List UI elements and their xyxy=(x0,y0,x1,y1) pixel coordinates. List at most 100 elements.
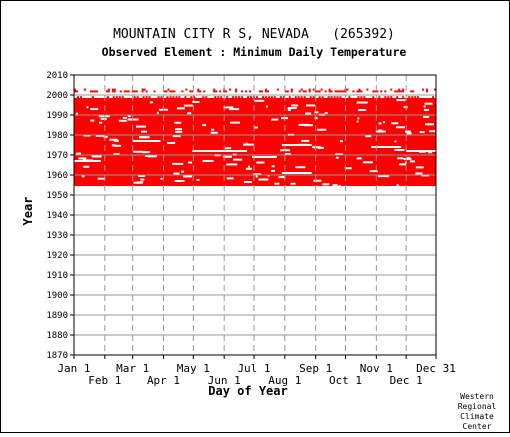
missing-data-line xyxy=(252,156,277,158)
missing-data-gap xyxy=(210,131,218,134)
data-point xyxy=(398,90,401,93)
data-point xyxy=(264,88,267,91)
data-point xyxy=(303,96,306,99)
data-point xyxy=(290,90,293,93)
y-tick-label: 1970 xyxy=(46,151,68,161)
data-point xyxy=(374,90,377,93)
data-point xyxy=(145,90,148,93)
missing-data-gap xyxy=(160,177,163,180)
missing-data-gap xyxy=(267,174,270,177)
data-block xyxy=(74,98,436,186)
missing-data-gap xyxy=(196,178,200,181)
data-point xyxy=(219,90,222,93)
missing-data-gap xyxy=(114,144,122,147)
missing-data-gap xyxy=(403,158,412,161)
data-point xyxy=(203,90,206,93)
missing-data-gap xyxy=(167,141,176,144)
missing-data-gap xyxy=(258,178,269,181)
missing-data-gap xyxy=(314,111,319,114)
missing-data-gap xyxy=(391,122,399,125)
data-point xyxy=(175,96,178,99)
missing-data-gap xyxy=(298,123,310,126)
missing-data-line xyxy=(281,144,312,146)
data-point xyxy=(163,90,166,93)
data-point xyxy=(165,90,168,93)
data-point xyxy=(308,90,311,93)
data-point xyxy=(250,96,253,99)
data-point xyxy=(312,96,315,99)
missing-data-gap xyxy=(378,122,382,125)
data-point xyxy=(402,88,405,91)
data-point xyxy=(74,90,76,93)
x-tick-label: Apr 1 xyxy=(147,374,180,387)
missing-data-gap xyxy=(99,121,103,124)
x-tick-label: Jun 1 xyxy=(208,374,241,387)
y-tick-label: 1940 xyxy=(46,211,68,221)
data-point xyxy=(241,96,244,99)
data-point xyxy=(309,96,312,99)
missing-data-gap xyxy=(271,165,275,168)
data-point xyxy=(141,88,144,91)
data-point xyxy=(411,96,414,99)
missing-data-gap xyxy=(156,111,159,114)
data-point xyxy=(390,96,393,99)
missing-data-gap xyxy=(226,177,234,180)
data-point xyxy=(107,88,110,91)
missing-data-gap xyxy=(271,169,276,172)
missing-data-gap xyxy=(429,130,436,133)
data-point xyxy=(261,96,264,99)
data-point xyxy=(346,88,349,91)
missing-data-gap xyxy=(90,119,95,122)
missing-data-gap xyxy=(291,104,299,107)
x-tick-label: Sep 1 xyxy=(299,362,332,375)
data-point xyxy=(372,90,375,93)
x-tick-label: Feb 1 xyxy=(88,374,121,387)
missing-data-gap xyxy=(175,128,183,131)
data-point xyxy=(408,96,411,99)
data-point xyxy=(249,90,252,93)
data-point xyxy=(432,96,435,99)
data-point xyxy=(157,96,160,99)
data-point xyxy=(290,88,293,91)
missing-data-gap xyxy=(418,150,426,153)
data-point xyxy=(131,90,134,93)
missing-data-gap xyxy=(419,131,425,134)
x-tick-label: Mar 1 xyxy=(116,362,149,375)
missing-data-gap xyxy=(127,115,131,118)
data-point xyxy=(220,96,223,99)
data-point xyxy=(171,90,174,93)
data-point xyxy=(105,90,108,93)
data-point xyxy=(205,96,208,99)
data-point xyxy=(288,96,291,99)
missing-data-gap xyxy=(76,152,82,155)
missing-data-gap xyxy=(82,159,93,162)
missing-data-gap xyxy=(383,121,386,124)
data-point xyxy=(106,96,109,99)
data-point xyxy=(378,96,381,99)
missing-data-gap xyxy=(229,121,240,124)
data-point xyxy=(387,96,390,99)
data-point xyxy=(300,96,303,99)
missing-data-gap xyxy=(335,156,339,159)
missing-data-gap xyxy=(91,155,102,158)
data-point xyxy=(153,90,156,93)
data-point xyxy=(412,90,415,93)
missing-data-gap xyxy=(290,182,296,185)
data-point xyxy=(376,90,379,93)
data-point xyxy=(142,96,145,99)
missing-data-gap xyxy=(226,163,238,166)
data-point xyxy=(270,96,273,99)
data-point xyxy=(213,88,216,91)
data-point xyxy=(321,96,324,99)
missing-data-gap xyxy=(332,184,338,187)
y-tick-label: 2000 xyxy=(46,91,68,101)
data-point xyxy=(115,96,118,99)
data-point xyxy=(213,90,216,93)
data-point xyxy=(398,88,401,91)
missing-data-gap xyxy=(245,142,248,145)
missing-data-gap xyxy=(142,151,151,154)
missing-data-gap xyxy=(187,112,192,115)
data-point xyxy=(123,90,126,93)
data-point xyxy=(95,90,98,93)
